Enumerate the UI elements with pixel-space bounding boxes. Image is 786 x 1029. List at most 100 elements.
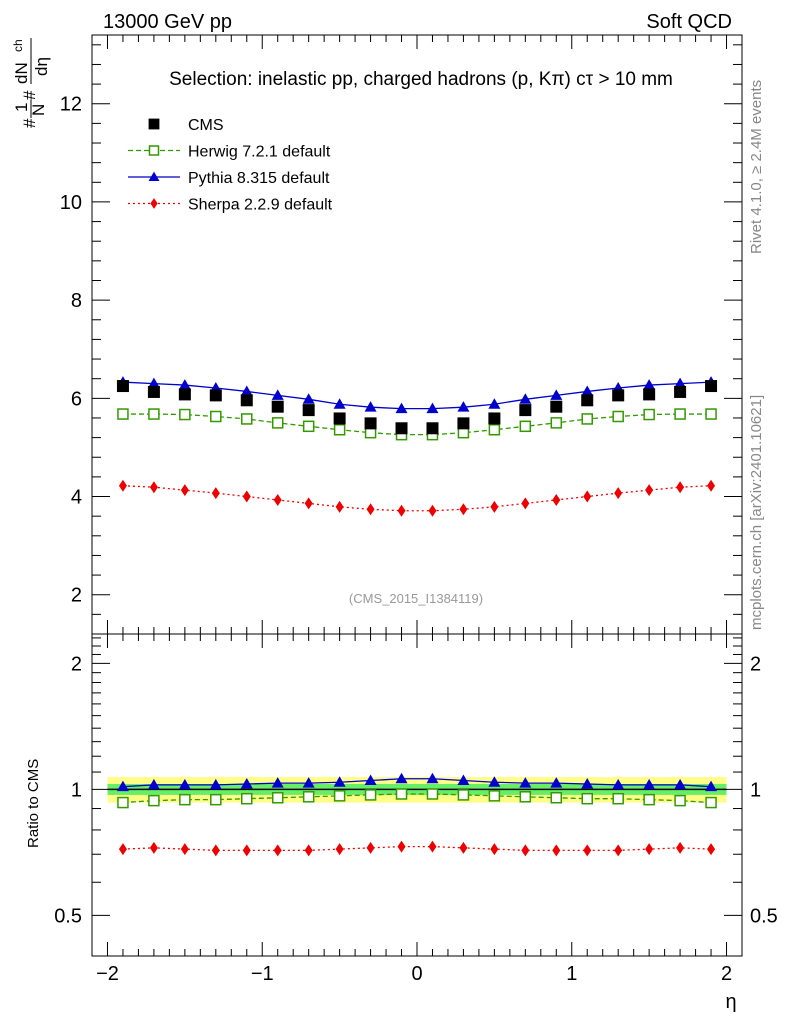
- ratio-sherpa-point: [149, 841, 158, 854]
- main-herwig-point: [148, 408, 160, 420]
- legend-herwig-marker: [148, 145, 160, 156]
- main-sherpa-point: [645, 484, 654, 497]
- main-cms-point: [674, 385, 687, 398]
- main-pythia-point: [178, 379, 191, 390]
- main-herwig-point: [550, 417, 563, 429]
- ratio-sherpa-point: [304, 844, 313, 857]
- main-sherpa-point: [180, 484, 189, 497]
- ratio-pythia-point: [612, 778, 625, 790]
- ratio-herwig-point: [705, 796, 717, 809]
- legend-cms-label: CMS: [188, 117, 224, 134]
- ratio-herwig-point: [612, 792, 624, 805]
- main-herwig-point: [612, 410, 624, 423]
- main-sherpa-point: [459, 503, 468, 516]
- y-label-one: 1: [12, 103, 31, 112]
- ratio-sherpa-point: [335, 843, 344, 856]
- ratio-pythia-point: [674, 778, 687, 790]
- main-herwig-point: [117, 408, 129, 420]
- main-sherpa-point: [490, 500, 499, 513]
- main-sherpa-point: [273, 493, 282, 506]
- main-cms-point: [457, 417, 470, 430]
- main-herwig-point: [271, 417, 284, 429]
- ratio-pythia-point: [364, 774, 377, 786]
- main-y-tick-label: 10: [60, 192, 82, 214]
- main-pythia-point: [364, 401, 377, 412]
- ratio-pythia-point: [581, 777, 594, 789]
- main-pythia-point: [519, 393, 532, 404]
- chart-title: Selection: inelastic pp, charged hadrons…: [169, 69, 673, 90]
- main-cms-point: [302, 404, 315, 417]
- ratio-series: [107, 772, 727, 857]
- main-sherpa-point: [676, 481, 685, 494]
- main-pythia-point: [457, 401, 470, 412]
- main-cms-point: [116, 380, 129, 393]
- main-herwig-point: [581, 413, 593, 425]
- ratio-pythia-point: [457, 774, 470, 786]
- ratio-sherpa-point: [273, 844, 282, 857]
- ratio-pythia-point: [550, 777, 563, 788]
- ratio-y-tick-label: 2: [71, 653, 82, 675]
- main-sherpa-point: [211, 487, 220, 500]
- ratio-sherpa-point: [521, 844, 530, 857]
- main-cms-point: [612, 389, 625, 402]
- x-tick-label: 0: [411, 963, 422, 985]
- main-cms-point: [333, 412, 346, 425]
- main-pythia-point: [643, 379, 656, 390]
- ratio-herwig-point: [457, 789, 470, 801]
- main-cms-point: [426, 422, 439, 435]
- main-cms-point: [209, 389, 222, 402]
- main-sherpa-point: [335, 500, 344, 513]
- main-sherpa-point: [366, 503, 375, 516]
- main-ticks: 2 4 6 8 10 12: [60, 35, 743, 635]
- ratio-herwig-point: [581, 792, 593, 805]
- ratio-sherpa-point: [366, 841, 375, 854]
- main-herwig-point: [241, 413, 253, 425]
- ratio-sherpa-point: [614, 844, 623, 857]
- analysis-watermark: (CMS_2015_I1384119): [349, 591, 483, 606]
- ratio-sherpa-line: [122, 845, 712, 852]
- main-sherpa-point: [614, 487, 623, 500]
- ratio-herwig-point: [643, 793, 655, 806]
- ratio-sherpa-point: [459, 841, 468, 854]
- ratio-ticks: 0.5 0.5 1 1 2 2: [54, 634, 778, 957]
- ratio-panel: 0.5 0.5 1 1 2 2: [54, 633, 778, 957]
- main-pythia-point: [271, 389, 284, 400]
- main-series: [116, 376, 718, 517]
- main-herwig-point: [488, 424, 501, 436]
- y-axis-label-main: # 1 N # dN ch dη: [11, 38, 51, 128]
- ratio-sherpa-point: [180, 843, 189, 856]
- ratio-sherpa-point: [242, 844, 251, 857]
- ratio-herwig-point: [674, 794, 686, 807]
- legend-pythia-label: Pythia 8.315 default: [188, 170, 330, 187]
- main-sherpa-point: [304, 497, 313, 510]
- x-axis: −2 −1 0 1 2: [96, 963, 732, 985]
- ratio-pythia-point: [488, 776, 501, 787]
- main-pythia-point: [302, 393, 315, 404]
- legend-sherpa-marker: [150, 198, 158, 209]
- main-y-tick-label: 2: [71, 585, 82, 607]
- ratio-pythia-point: [426, 772, 439, 784]
- main-herwig-point: [302, 420, 315, 433]
- ratio-sherpa-point: [397, 840, 406, 853]
- y-axis-label-ratio: Ratio to CMS: [25, 759, 42, 848]
- main-herwig-point: [333, 424, 346, 436]
- main-cms-point: [488, 412, 501, 425]
- ratio-pythia-point: [240, 777, 253, 789]
- mcplots-source-label: mcplots.cern.ch [arXiv:2401.10621]: [748, 395, 765, 630]
- ratio-herwig-point: [271, 791, 284, 804]
- header-category: Soft QCD: [646, 11, 732, 33]
- ratio-y-tick-label-right: 0.5: [750, 905, 778, 927]
- main-pythia-point: [333, 398, 346, 409]
- main-herwig-point: [210, 410, 222, 423]
- ratio-herwig-point: [210, 793, 222, 806]
- main-cms-point: [643, 388, 656, 401]
- main-sherpa-point: [397, 504, 406, 517]
- main-y-tick-label: 6: [71, 388, 82, 410]
- main-pythia-point: [550, 389, 563, 400]
- main-cms-point: [550, 400, 563, 413]
- ratio-herwig-point: [519, 791, 532, 803]
- ratio-sherpa-point: [552, 844, 561, 857]
- y-label-ch: ch: [11, 39, 25, 52]
